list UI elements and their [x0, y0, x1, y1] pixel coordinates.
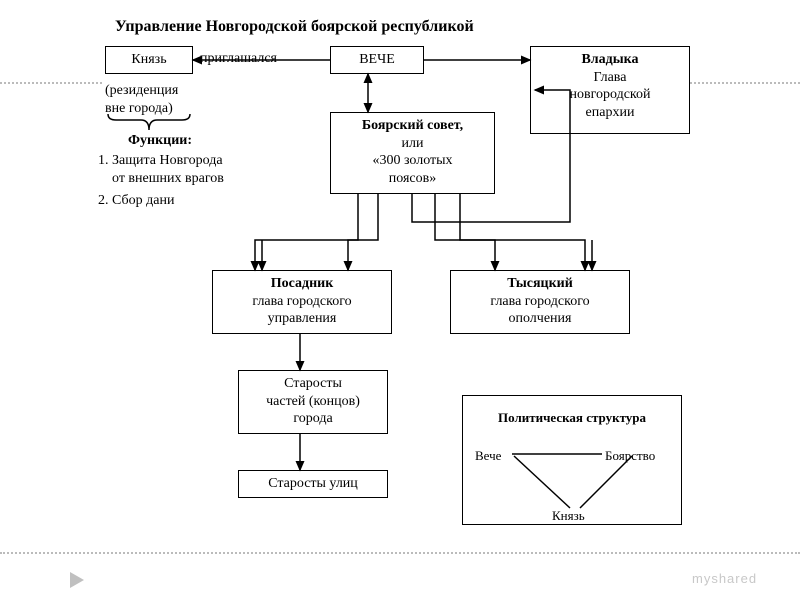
node-tysyatsky: Тысяцкийглава городскогоополчения — [450, 270, 630, 334]
dotted-line — [0, 82, 102, 84]
label-function-1: 1. Защита Новгорода от внешних врагов — [98, 152, 224, 187]
node-vladyka: ВладыкаГлавановгородскойепархии — [530, 46, 690, 134]
node-knyaz: Князь — [105, 46, 193, 74]
diagram-title: Управление Новгородской боярской республ… — [115, 18, 474, 36]
label-function-2: 2. Сбор дани — [98, 192, 174, 210]
slide-marker-icon — [70, 572, 84, 588]
polit-vertex-boyar: Боярство — [605, 448, 655, 464]
polit-vertex-veche: Вече — [475, 448, 501, 464]
label-residence: (резиденциявне города) — [105, 82, 178, 117]
node-starosty-koncov: Старостычастей (концов)города — [238, 370, 388, 434]
dotted-line — [0, 552, 800, 554]
node-posadnik: Посадникглава городскогоуправления — [212, 270, 392, 334]
label-priglashalsya: приглашался — [200, 50, 277, 68]
polit-struct-title: Политическая структура — [498, 410, 646, 426]
node-starosty-ulic: Старосты улиц — [238, 470, 388, 498]
label-functions-heading: Функции: — [128, 132, 192, 150]
node-veche: ВЕЧЕ — [330, 46, 424, 74]
watermark: myshared — [692, 571, 757, 586]
node-sovet: Боярский совет,или«300 золотыхпоясов» — [330, 112, 495, 194]
polit-vertex-knyaz: Князь — [552, 508, 585, 524]
